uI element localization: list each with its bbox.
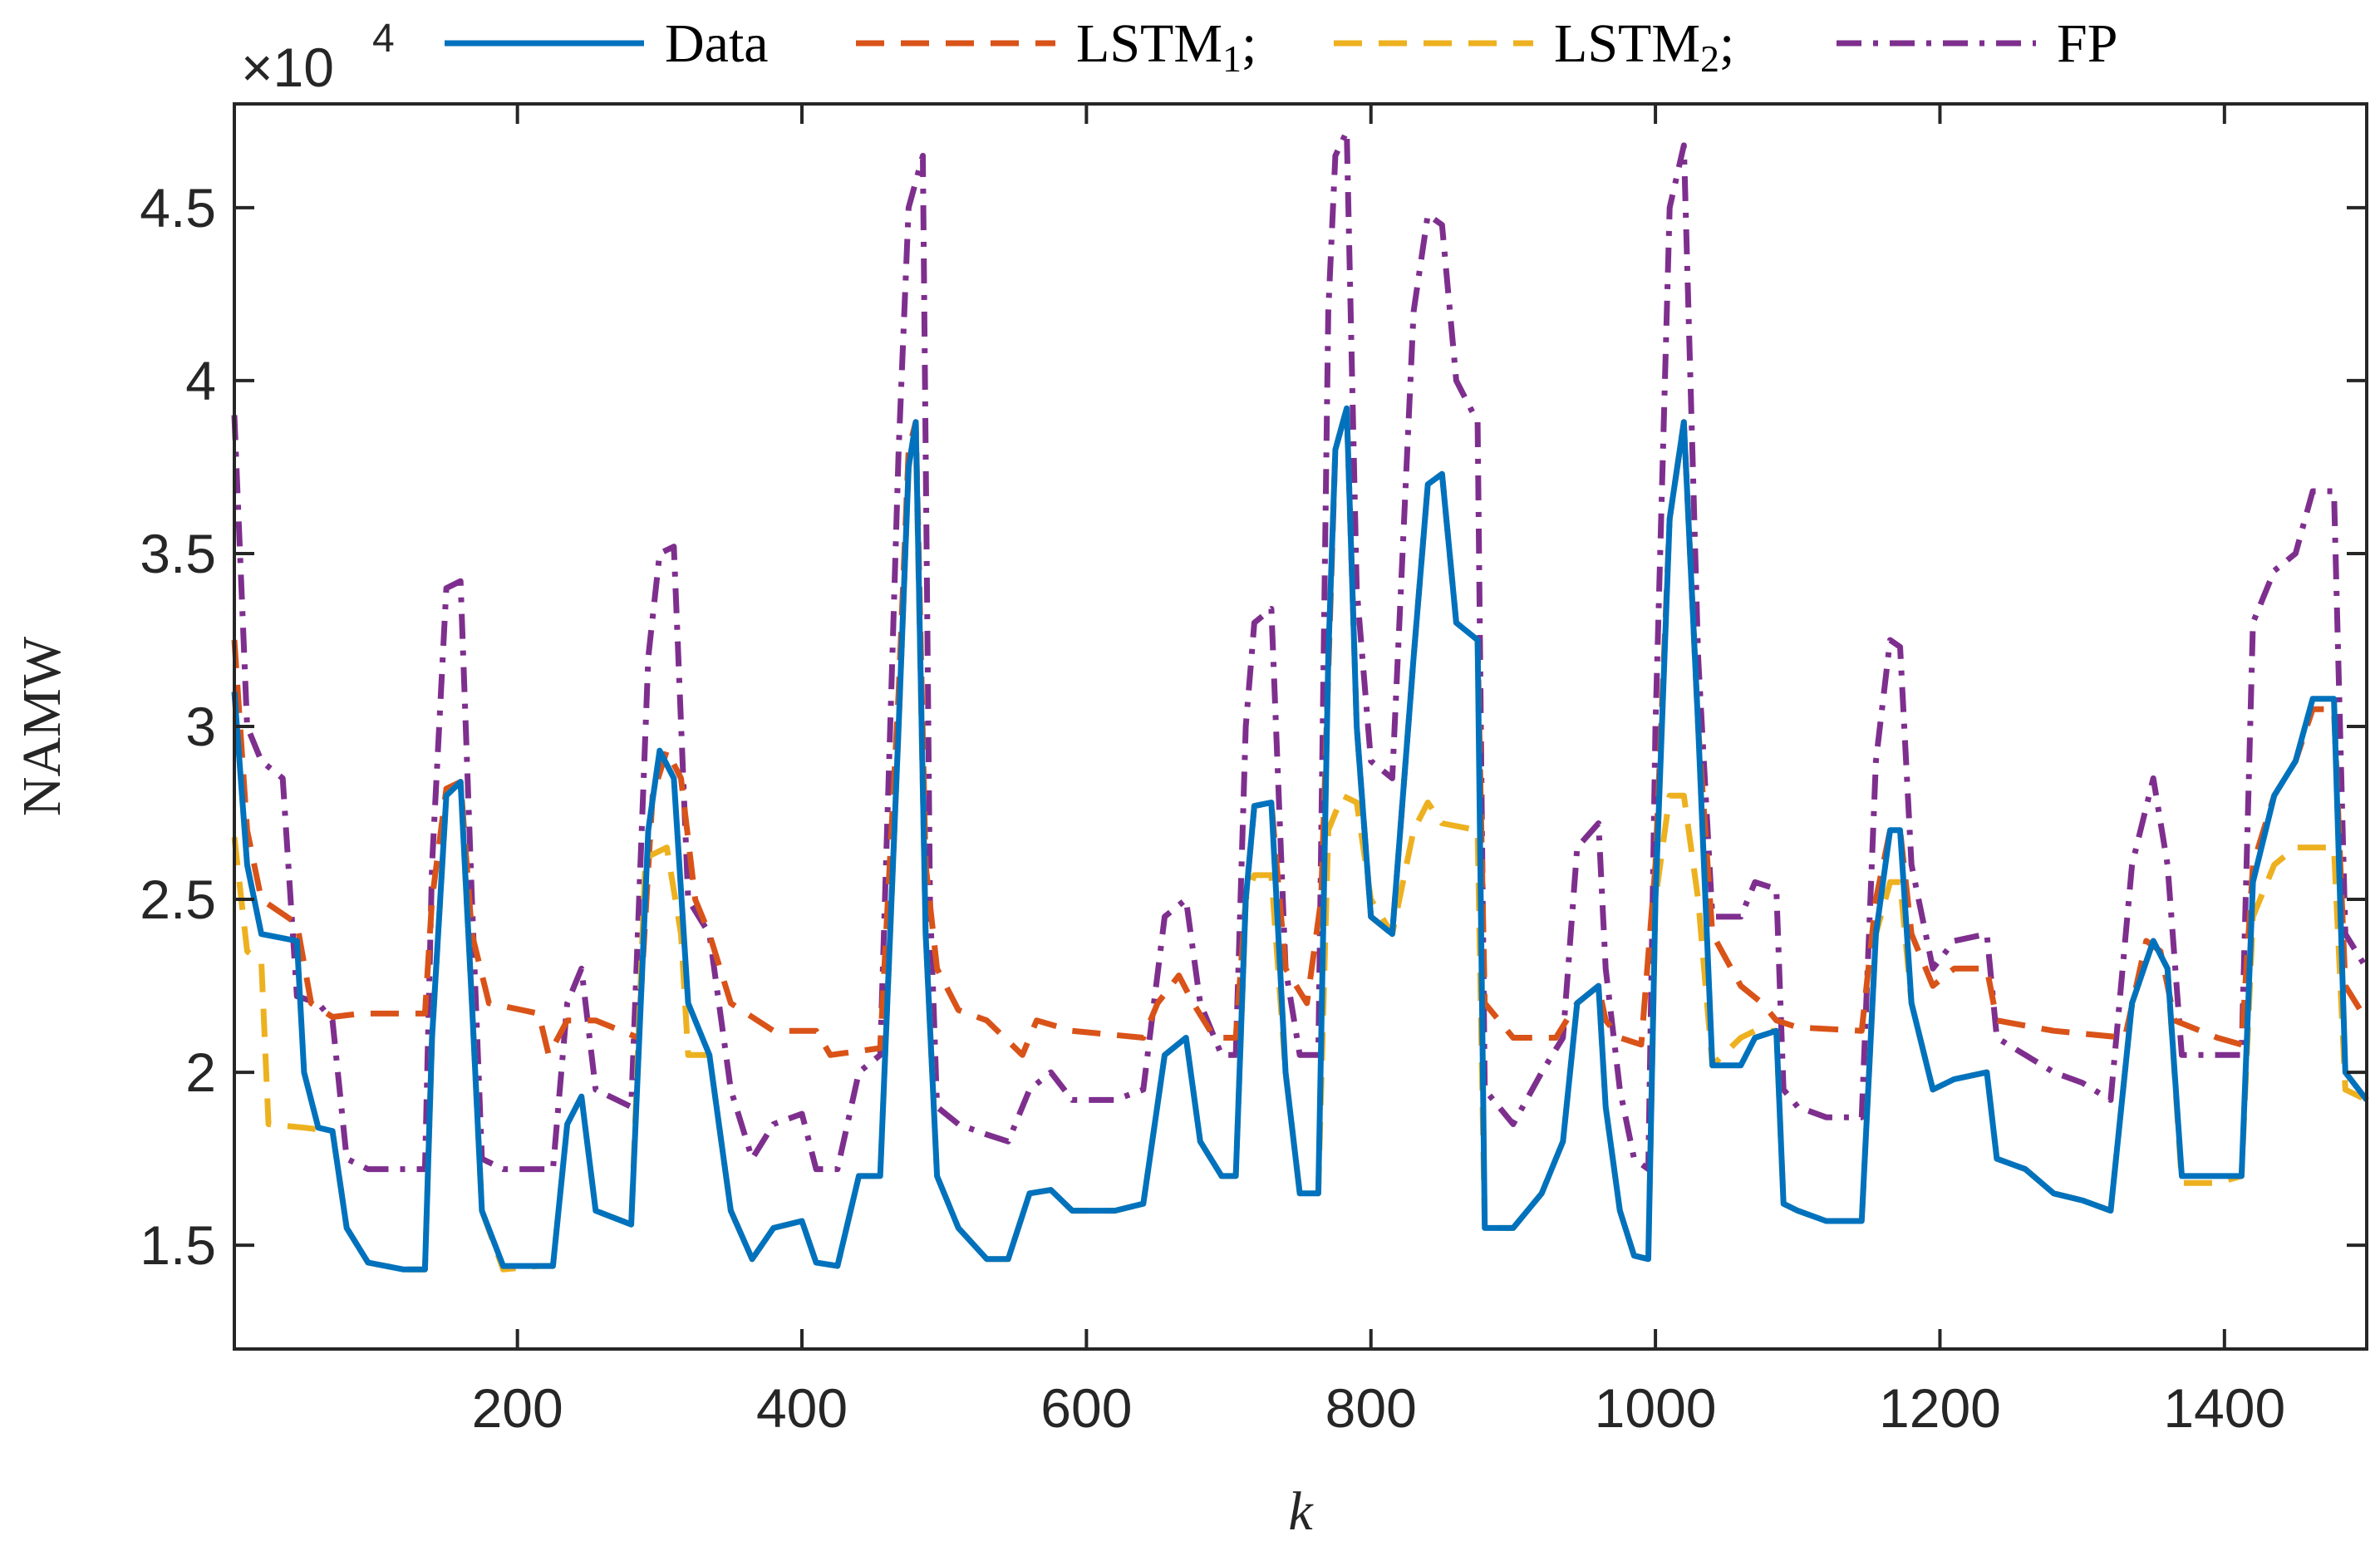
legend-background [432, 0, 2177, 80]
series-layer [231, 128, 2369, 1273]
legend-label-lstm1: LSTM1; [1076, 13, 1256, 80]
x-tick-label: 200 [472, 1377, 563, 1439]
legend-label-fp: FP [2057, 13, 2117, 74]
series-line-data [231, 405, 2369, 1273]
legend-label-data: Data [665, 13, 769, 74]
x-tick-label: 1200 [1879, 1377, 2001, 1439]
y-tick-label: 4 [185, 350, 216, 411]
x-axis-title: k [1288, 1481, 1314, 1542]
y-tick-label: 2.5 [140, 869, 216, 930]
legend: Data LSTM1; LSTM2; FP [432, 0, 2177, 80]
y-axis-title: NAMW [12, 636, 72, 816]
x-tick-label: 800 [1325, 1377, 1417, 1439]
y-tick-label: 3.5 [140, 523, 216, 584]
y-tick-label: 3 [185, 696, 216, 757]
y-tick-label: 4.5 [140, 177, 216, 239]
y-tick-label: 1.5 [140, 1214, 216, 1276]
x-tick-label: 1000 [1595, 1377, 1717, 1439]
ticks-layer: 200 400 600 800 1000 1200 1400 1.5 2 2.5 3 3.5 4 4.5 [140, 104, 2367, 1439]
series-line-fp [231, 128, 2369, 1173]
y-multiplier: ×10 [241, 37, 334, 98]
x-tick-label: 600 [1040, 1377, 1132, 1439]
y-exponent-label: ×10 4 [241, 17, 395, 98]
x-tick-label: 400 [756, 1377, 848, 1439]
x-tick-label: 1400 [2163, 1377, 2285, 1439]
legend-label-lstm2: LSTM2; [1554, 13, 1734, 80]
y-exponent: 4 [372, 17, 395, 61]
y-tick-label: 2 [185, 1041, 216, 1103]
